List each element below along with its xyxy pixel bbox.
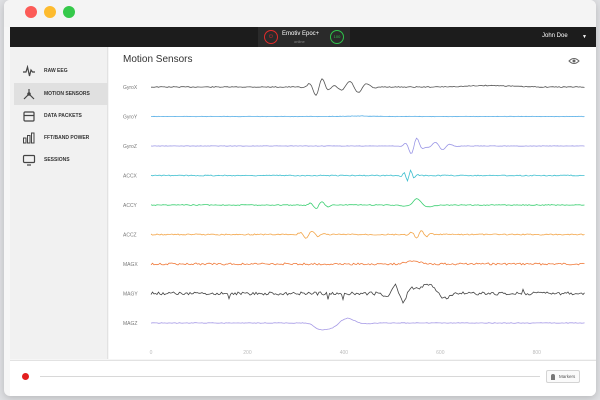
device-name: Emotiv Epoc+	[282, 31, 320, 37]
series-line-magx	[150, 260, 585, 266]
app-window: ⏻ Emotiv Epoc+ online 100 John Doe ▼ RAW…	[4, 0, 596, 396]
motion-sensors-chart: 0 200 400 600 800 GyroX GyroY GyroZ ACCX ACCY ACCZ…	[123, 78, 585, 356]
sidebar-item-sessions[interactable]: SESSIONS	[14, 149, 108, 171]
recording-bar: Markers	[10, 360, 596, 396]
sidebar-item-fft-band-power[interactable]: FFT/BAND POWER	[14, 127, 108, 149]
wave-icon	[23, 65, 35, 77]
x-tick-label: 0	[150, 350, 153, 356]
sidebar-item-data-packets[interactable]: DATA PACKETS	[14, 105, 108, 127]
series-label: GyroZ	[123, 144, 137, 150]
x-tick-label: 600	[436, 350, 445, 356]
series-label: MAGY	[123, 292, 138, 298]
x-tick-label: 200	[243, 350, 252, 356]
minimize-window-button[interactable]	[44, 6, 56, 18]
sidebar-item-label: RAW EEG	[44, 68, 68, 74]
series-label: ACCY	[123, 203, 138, 209]
caret-down-icon[interactable]: ▼	[582, 34, 587, 40]
series-label: MAGZ	[123, 321, 137, 327]
series-line-magy	[150, 283, 585, 304]
markers-label: Markers	[559, 374, 576, 379]
window-chrome	[4, 0, 596, 27]
markers-button[interactable]: Markers	[546, 370, 580, 383]
top-bar: ⏻ Emotiv Epoc+ online 100 John Doe ▼	[10, 27, 596, 47]
signal-quality-badge: 100	[330, 30, 344, 44]
main-panel: Motion Sensors 0 200 400 600 800 GyroX GyroY Gy…	[109, 47, 596, 359]
device-status[interactable]: ⏻ Emotiv Epoc+ online 100	[258, 27, 350, 47]
series-line-accy	[150, 198, 585, 210]
series-label: GyroX	[123, 85, 138, 91]
series-label: GyroY	[123, 115, 138, 121]
monitor-icon	[22, 154, 36, 166]
bars-icon	[23, 132, 35, 144]
x-tick-label: 400	[340, 350, 349, 356]
device-power-icon: ⏻	[264, 30, 278, 44]
close-window-button[interactable]	[25, 6, 37, 18]
series-label: MAGX	[123, 262, 138, 268]
package-icon	[23, 111, 35, 122]
series-label: ACCX	[123, 174, 138, 180]
timeline-track[interactable]	[40, 376, 540, 377]
sidebar-item-label: FFT/BAND POWER	[44, 135, 90, 141]
nodes-icon	[23, 89, 35, 100]
series-line-accx	[150, 169, 585, 183]
sidebar-item-label: DATA PACKETS	[44, 113, 82, 119]
user-name[interactable]: John Doe	[542, 33, 568, 39]
maximize-window-button[interactable]	[63, 6, 75, 18]
marker-pin-icon	[551, 374, 555, 380]
sidebar-item-motion-sensors[interactable]: MOTION SENSORS	[14, 83, 108, 105]
series-line-gyroy	[150, 115, 585, 118]
sidebar-item-label: SESSIONS	[44, 157, 70, 163]
eye-icon[interactable]	[568, 57, 580, 65]
record-button[interactable]	[22, 373, 29, 380]
device-status-text: online	[294, 39, 305, 44]
sidebar-item-raw-eeg[interactable]: RAW EEG	[14, 60, 108, 82]
sidebar-item-label: MOTION SENSORS	[44, 91, 90, 97]
sidebar: RAW EEG MOTION SENSORS DATA PACKETS FFT/…	[10, 47, 108, 359]
series-line-accz	[150, 230, 585, 239]
series-line-gyroz	[150, 137, 585, 154]
page-title: Motion Sensors	[123, 54, 193, 65]
series-label: ACCZ	[123, 233, 137, 239]
series-line-gyrox	[150, 78, 585, 96]
series-line-magz	[150, 317, 585, 331]
x-tick-label: 800	[533, 350, 542, 356]
